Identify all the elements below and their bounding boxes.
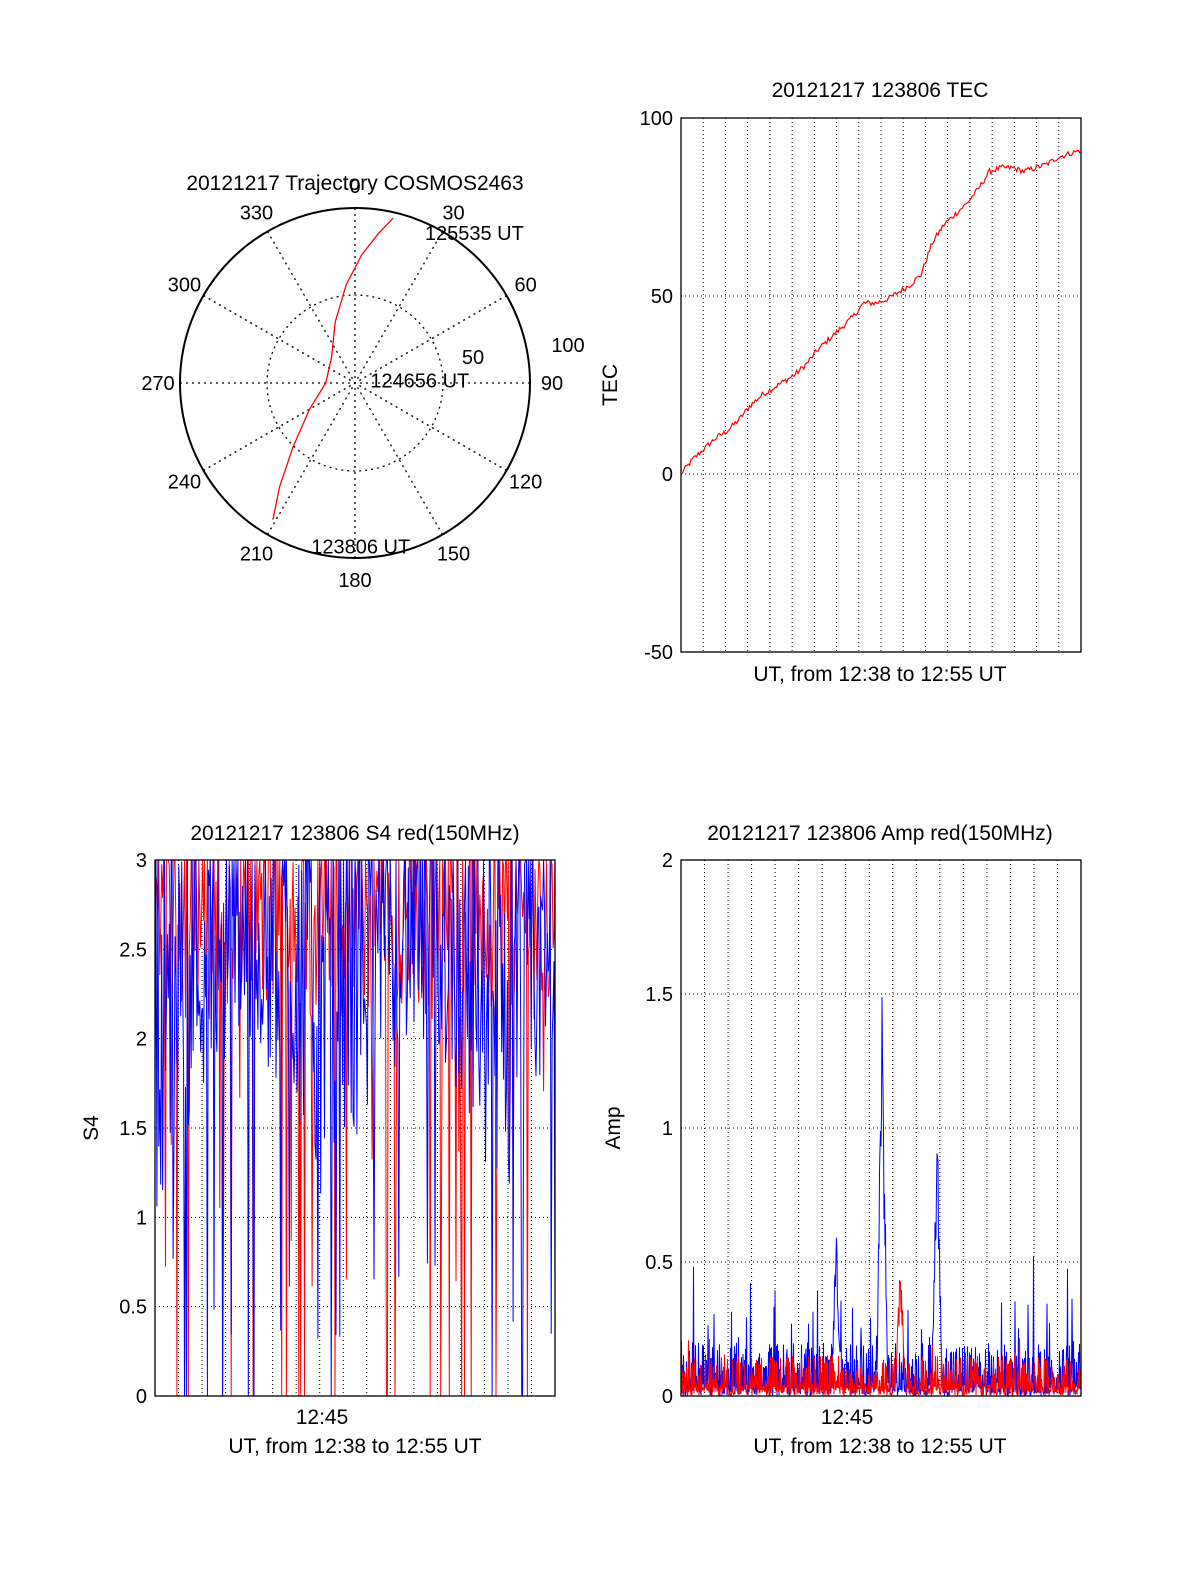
y-tick-label: 0: [662, 1386, 673, 1408]
y-tick-label: 50: [651, 286, 673, 308]
polar-angle-label: 180: [338, 570, 371, 592]
tec-y-ticks: -50 0 50 100: [640, 108, 673, 664]
polar-angle-label: 300: [168, 275, 201, 297]
trajectory-polar-chart: 20121217 Trajectory COSMOS2463 0 30 60 90 12…: [141, 172, 584, 592]
y-tick-label: 3: [136, 850, 147, 872]
y-tick-label: 0.5: [119, 1297, 147, 1319]
polar-angle-label: 150: [437, 544, 470, 566]
polar-spoke: [266, 231, 444, 535]
amp-red-series: [680, 1280, 1082, 1398]
amp-red-line: [680, 1280, 1082, 1398]
polar-angle-label: 30: [442, 202, 464, 224]
polar-trajectory-line: [272, 217, 394, 520]
polar-angle-label: 0: [349, 176, 360, 198]
y-tick-label: 0: [136, 1386, 147, 1408]
polar-angle-label: 240: [168, 472, 201, 494]
polar-angle-labels: 0 30 60 90 120 150 180 210 240 270 300 330: [141, 176, 563, 592]
s4-ylabel: S4: [80, 1115, 103, 1141]
polar-radius-label-100: 100: [551, 335, 584, 357]
polar-radius-label-50: 50: [462, 347, 484, 369]
y-tick-label: 1.5: [119, 1118, 147, 1140]
y-tick-label: 2: [136, 1029, 147, 1051]
amp-blue-series: [680, 997, 1082, 1398]
y-tick-label: -50: [644, 642, 673, 664]
y-tick-label: 2.5: [119, 939, 147, 961]
polar-time-annotation: 123806 UT: [311, 536, 410, 558]
amp-xtick-label: 12:45: [821, 1406, 874, 1429]
y-tick-label: 1: [136, 1207, 147, 1229]
tec-frame: [680, 117, 1082, 653]
s4-grid: [155, 860, 555, 1396]
tec-xlabel: UT, from 12:38 to 12:55 UT: [753, 663, 1006, 686]
amp-frame: [680, 859, 1082, 1397]
amp-ylabel: Amp: [602, 1106, 625, 1149]
amp-title: 20121217 123806 Amp red(150MHz): [707, 822, 1053, 845]
s4-y-ticks: 0 0.5 1 1.5 2 2.5 3: [119, 850, 147, 1408]
polar-angle-label: 210: [240, 544, 273, 566]
s4-xtick-label: 12:45: [296, 1406, 349, 1429]
amp-chart: 20121217 123806 Amp red(150MHz) 0 0.5 1 1.5…: [602, 822, 1082, 1458]
amp-xlabel: UT, from 12:38 to 12:55 UT: [753, 1435, 1006, 1458]
polar-angle-label: 270: [141, 373, 174, 395]
tec-series-line: [680, 149, 1082, 474]
polar-spokes: [180, 208, 530, 558]
polar-title: 20121217 Trajectory COSMOS2463: [186, 172, 523, 195]
s4-xlabel: UT, from 12:38 to 12:55 UT: [228, 1435, 481, 1458]
s4-title: 20121217 123806 S4 red(150MHz): [190, 822, 519, 845]
polar-angle-label: 330: [240, 202, 273, 224]
y-tick-label: 100: [640, 108, 673, 130]
tec-chart: 20121217 123806 TEC -50 0 50 100 TEC UT, fr…: [599, 79, 1082, 686]
y-tick-label: 0.5: [645, 1252, 673, 1274]
amp-y-ticks: 0 0.5 1 1.5 2: [645, 850, 673, 1408]
polar-inner-circle: [266, 294, 444, 472]
tec-grid: [681, 118, 1081, 652]
polar-annotations: 125535 UT 124656 UT 123806 UT: [311, 223, 524, 558]
s4-frame: [154, 859, 556, 1397]
polar-angle-label: 90: [541, 373, 563, 395]
tec-title: 20121217 123806 TEC: [772, 79, 989, 102]
amp-blue-line: [680, 997, 1082, 1398]
polar-angle-label: 60: [514, 275, 536, 297]
y-tick-label: 0: [662, 464, 673, 486]
y-tick-label: 2: [662, 850, 673, 872]
y-tick-label: 1.5: [645, 984, 673, 1006]
tec-ylabel: TEC: [599, 364, 622, 406]
y-tick-label: 1: [662, 1118, 673, 1140]
s4-chart: 20121217 123806 S4 red(150MHz) 0 0.5 1 1.5 2…: [80, 822, 556, 1458]
polar-time-annotation: 124656 UT: [370, 370, 469, 392]
polar-angle-label: 120: [509, 472, 542, 494]
polar-time-annotation: 125535 UT: [425, 223, 524, 245]
